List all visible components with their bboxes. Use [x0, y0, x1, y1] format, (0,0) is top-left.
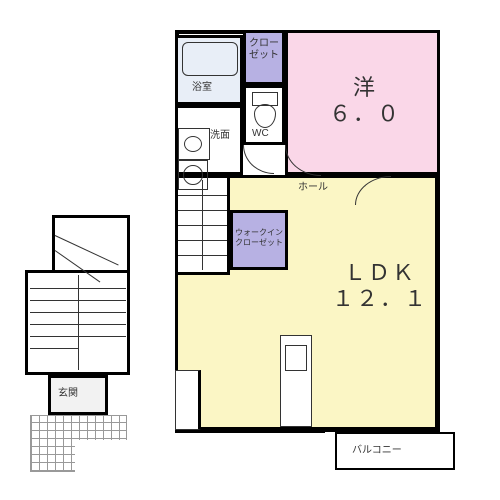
- floorplan-canvas: ＬＤＫ １２．１ 洋 ６．０ クロー ゼット 浴室 洗面 WC ホール ウォーク…: [0, 0, 500, 500]
- bedroom-label: 洋 ６．０: [310, 75, 420, 128]
- stair-step: [30, 300, 78, 301]
- bath-label: 浴室: [192, 82, 212, 94]
- ldk-label: ＬＤＫ １２．１: [320, 260, 440, 313]
- closet-label: クロー ゼット: [245, 38, 283, 62]
- genkan: [48, 375, 108, 415]
- bathtub: [182, 42, 238, 76]
- genkan-label: 玄関: [58, 388, 78, 400]
- stair-step: [78, 336, 126, 337]
- stair-step: [78, 300, 126, 301]
- stair-step: [30, 348, 78, 349]
- stair-step: [30, 288, 78, 289]
- kitchen-sink: [285, 345, 307, 371]
- balcony-label: バルコニー: [352, 445, 402, 457]
- stair-step: [78, 288, 126, 289]
- washer-pan: [178, 160, 208, 190]
- walkin-closet-label: ウォークイン クローゼット: [230, 228, 288, 247]
- ldk-notch: [175, 430, 325, 445]
- stair-step: [78, 324, 126, 325]
- stair-arrow: [202, 180, 203, 270]
- stair-vert: [78, 275, 79, 370]
- stair-step: [30, 336, 78, 337]
- stair-step: [78, 312, 126, 313]
- stair-step: [30, 312, 78, 313]
- stair-step: [30, 324, 78, 325]
- washbasin-bowl: [184, 136, 202, 152]
- wc-label: WC: [252, 128, 269, 140]
- entry-tiles-mask: [75, 440, 130, 475]
- hall-label: ホール: [298, 182, 328, 194]
- washroom-label: 洗面: [210, 130, 230, 142]
- kitchen-wall-unit: [175, 370, 201, 430]
